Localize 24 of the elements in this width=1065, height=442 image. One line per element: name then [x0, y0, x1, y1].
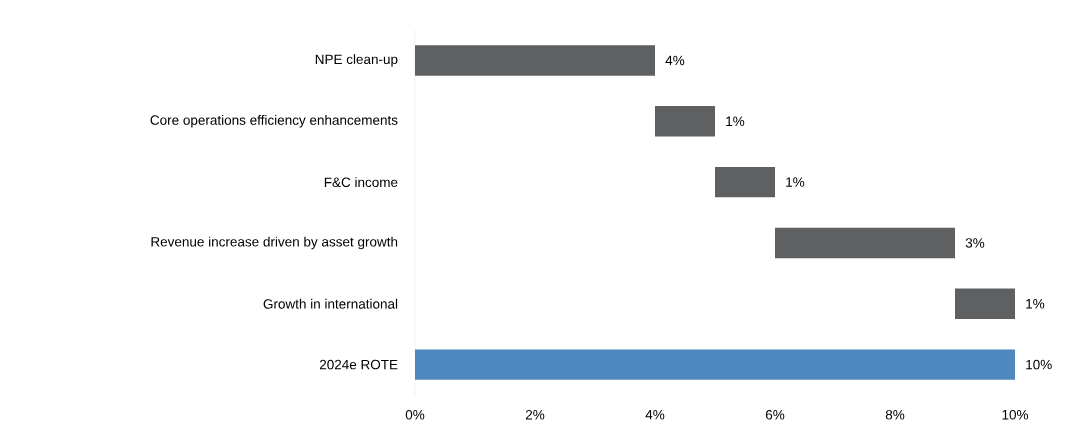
x-tick-label: 2% — [525, 409, 545, 420]
data-label: 1% — [786, 177, 805, 187]
bar — [655, 106, 716, 137]
y-tick-label: 2024e ROTE — [319, 359, 398, 370]
y-tick-label: NPE clean-up — [315, 54, 398, 67]
bar — [775, 227, 956, 259]
bar — [955, 288, 1016, 319]
x-tick-label: 6% — [765, 409, 785, 420]
data-label: 1% — [726, 116, 745, 126]
y-tick-label: Core operations efficiency enhancements — [150, 114, 398, 128]
bar — [715, 166, 775, 198]
data-label: 10% — [1026, 359, 1052, 370]
x-tick-label: 8% — [885, 409, 905, 420]
y-tick-label: Revenue increase driven by asset growth — [151, 236, 398, 250]
x-tick-label: 0% — [405, 409, 425, 420]
y-tick-label: F&C income — [324, 177, 398, 188]
data-label: 4% — [665, 55, 685, 66]
bar — [415, 349, 1016, 380]
data-label: 1% — [1026, 299, 1045, 309]
data-label: 3% — [965, 238, 985, 248]
x-tick-label: 10% — [1002, 409, 1029, 420]
x-tick-label: 4% — [645, 409, 665, 420]
y-tick-label: Growth in international — [263, 298, 398, 309]
bar — [415, 45, 656, 76]
